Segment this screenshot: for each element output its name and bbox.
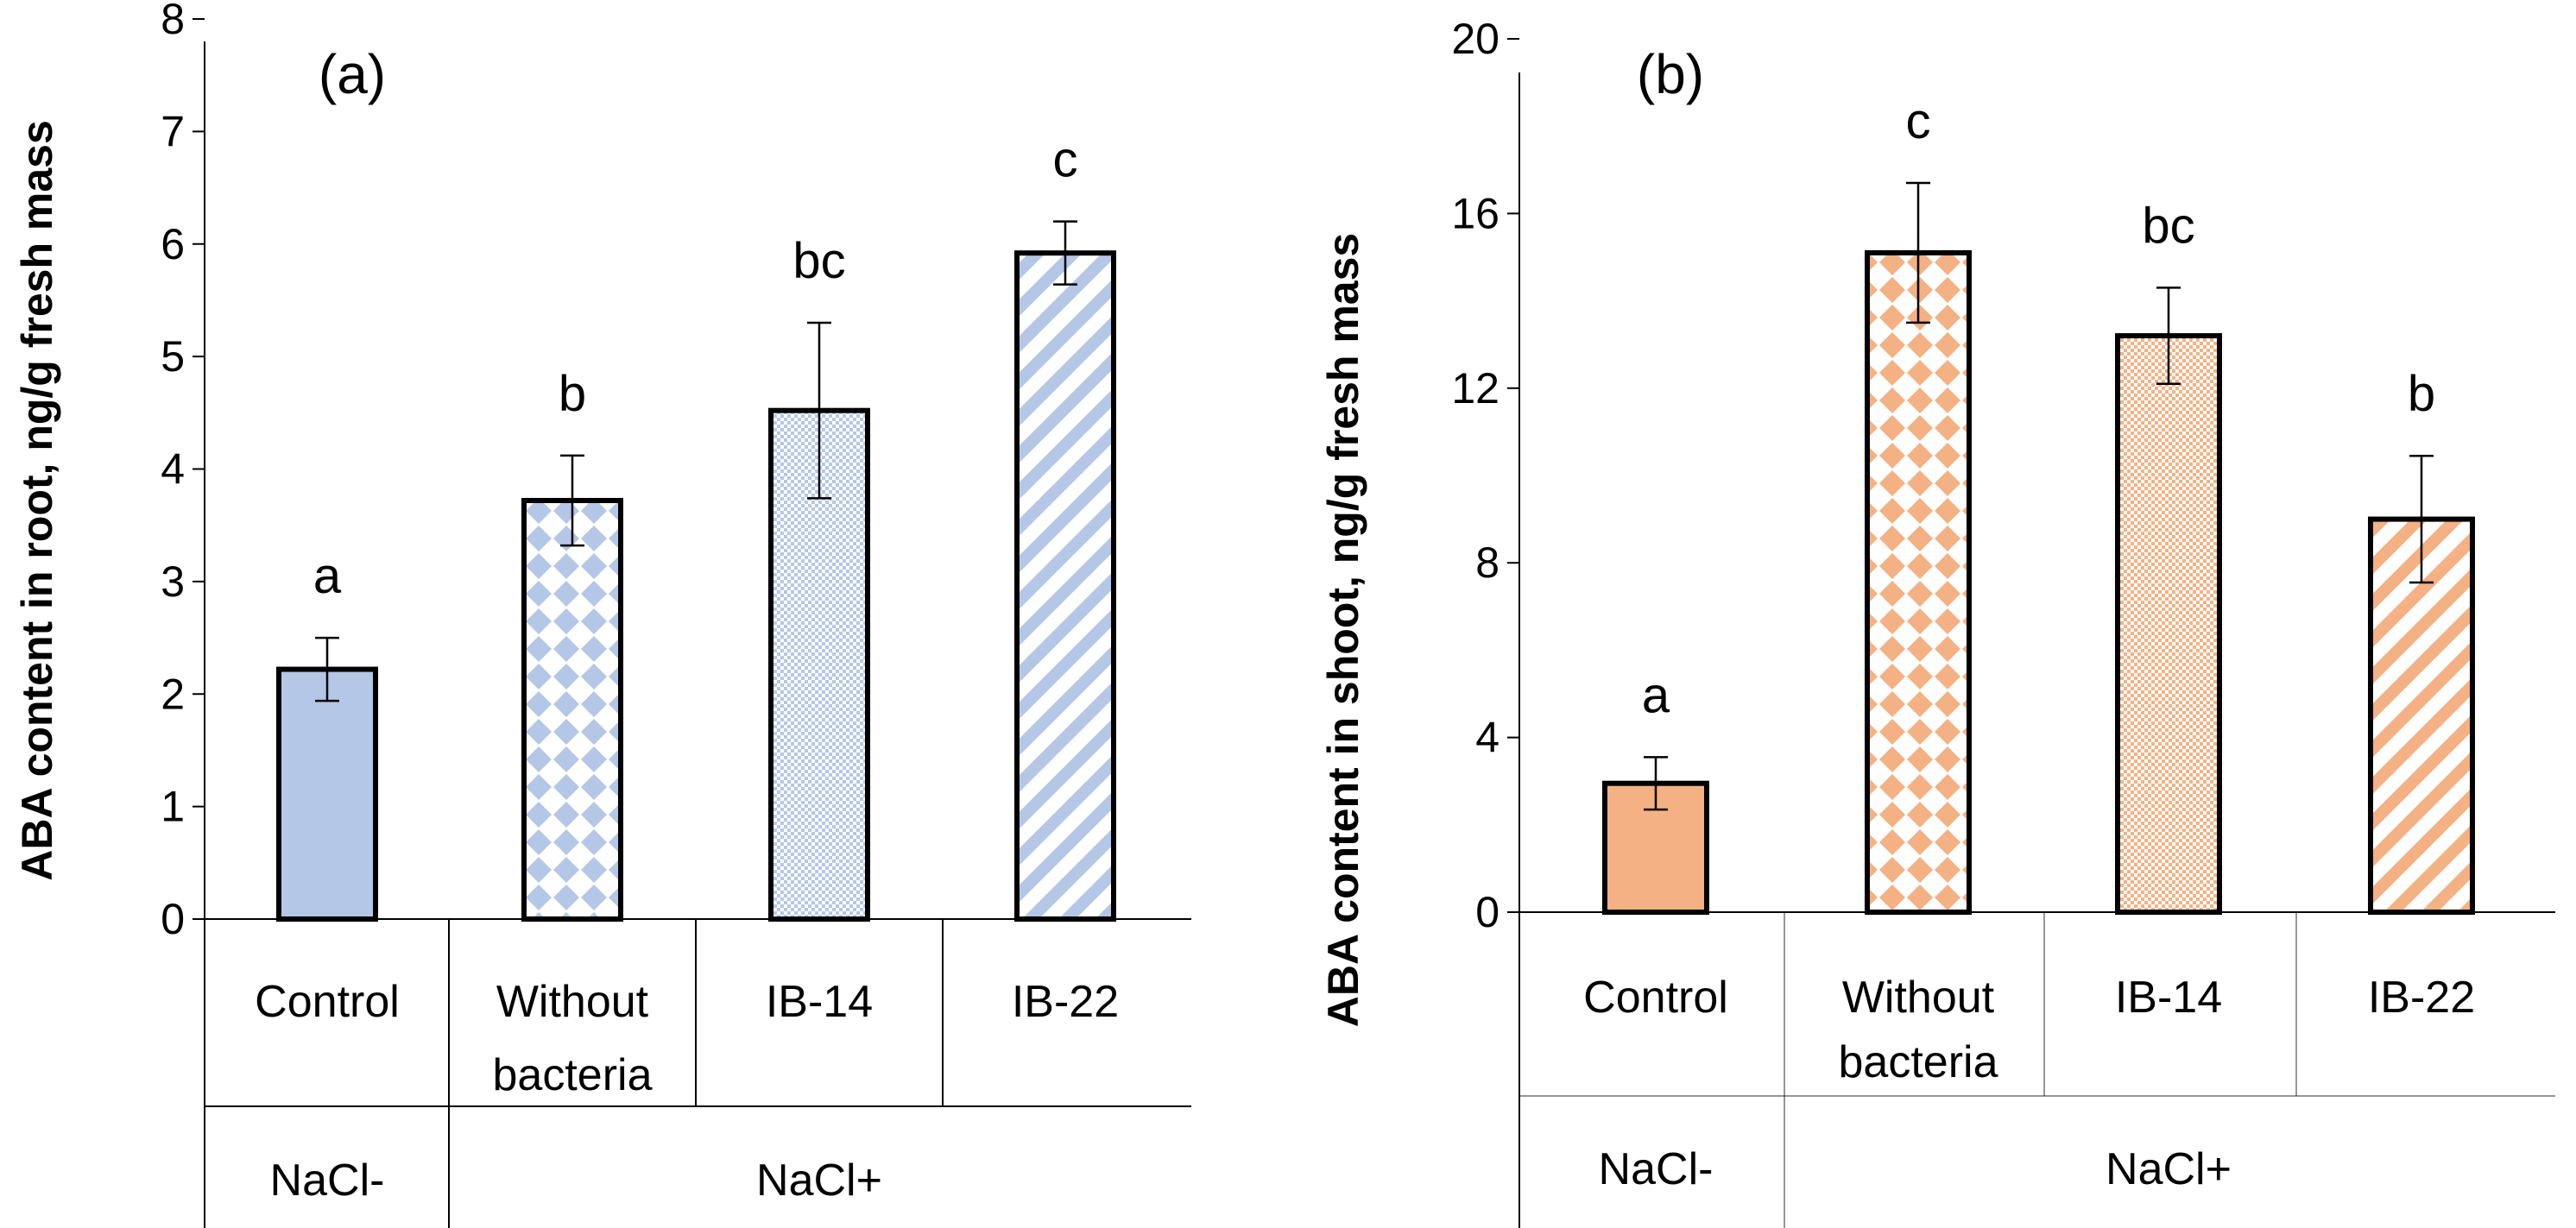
x-axis-b: Control Without bacteria IB-14 IB-22 NaC… bbox=[1518, 911, 2555, 1228]
error-bars-b bbox=[1644, 181, 2434, 811]
y-tick-label-a-7: 7 bbox=[161, 107, 185, 155]
category-label-a-ib-22: IB-22 bbox=[1012, 977, 1119, 1027]
category-label-b-ib-22: IB-22 bbox=[2368, 973, 2475, 1023]
error-bar-b-ib-22 bbox=[2409, 454, 2434, 584]
y-tick-label-a-4: 4 bbox=[161, 445, 185, 494]
x-axis-a: Control Without bacteria IB-14 IB-22 NaC… bbox=[204, 918, 1191, 1228]
panel-b: ABA content in shoot, ng/g fresh mass (b… bbox=[1319, 15, 2555, 1228]
bar-b-ib-22 bbox=[2368, 516, 2475, 915]
y-tick-label-a-5: 5 bbox=[161, 332, 185, 381]
bar-a-without-bacteria bbox=[521, 498, 623, 922]
y-tick-label-b-1: 4 bbox=[1475, 714, 1500, 762]
bar-b-ib-14 bbox=[2115, 333, 2222, 915]
y-tick-label-b-5: 20 bbox=[1451, 15, 1500, 63]
error-bar-b-control bbox=[1644, 756, 1668, 811]
category-label-b-control: Control bbox=[1583, 973, 1728, 1023]
group-label-b-nacl-minus: NaCl- bbox=[1599, 1144, 1714, 1194]
error-bars-a bbox=[315, 220, 1077, 702]
category-label-a-bacteria: bacteria bbox=[493, 1050, 653, 1100]
category-label-a-ib-14: IB-14 bbox=[766, 977, 873, 1027]
error-bar-a-ib-14 bbox=[807, 321, 831, 500]
sig-label-a-ib-22: c bbox=[1053, 132, 1078, 188]
error-bar-b-ib-14 bbox=[2156, 287, 2181, 385]
y-tick-label-a-3: 3 bbox=[161, 557, 185, 606]
y-tick-label-a-1: 1 bbox=[161, 783, 185, 831]
y-tick-label-b-4: 16 bbox=[1451, 189, 1500, 237]
group-label-a-nacl-minus: NaCl- bbox=[270, 1156, 385, 1206]
y-tick-label-a-6: 6 bbox=[161, 220, 185, 268]
y-tick-label-b-2: 8 bbox=[1475, 538, 1500, 587]
error-bar-b-without-bacteria bbox=[1906, 181, 1930, 324]
panel-label-a: (a) bbox=[319, 43, 386, 105]
y-axis-a: 0 1 2 3 4 5 6 7 8 bbox=[161, 0, 205, 943]
y-axis-label-b: ABA content in shoot, ng/g fresh mass bbox=[1319, 233, 1367, 1027]
sig-label-b-ib-22: b bbox=[2408, 366, 2435, 422]
panel-a: ABA content in root, ng/g fresh mass (a)… bbox=[13, 0, 1191, 1228]
bar-a-control bbox=[276, 666, 378, 922]
bars-a bbox=[276, 250, 1116, 922]
sig-label-b-without-bacteria: c bbox=[1906, 93, 1931, 149]
significance-labels-b: a c bc b bbox=[1642, 93, 2435, 723]
bar-a-ib-22 bbox=[1014, 250, 1116, 922]
category-label-a-without: Without bbox=[496, 977, 649, 1027]
y-axis-label-a: ABA content in root, ng/g fresh mass bbox=[13, 120, 61, 881]
error-bar-a-without-bacteria bbox=[560, 454, 584, 547]
category-label-b-without: Without bbox=[1842, 973, 1995, 1023]
y-tick-label-a-0: 0 bbox=[161, 895, 185, 943]
y-tick-label-a-2: 2 bbox=[161, 670, 185, 718]
group-label-a-nacl-plus: NaCl+ bbox=[756, 1156, 882, 1206]
sig-label-b-ib-14: bc bbox=[2142, 198, 2194, 254]
category-label-a-control: Control bbox=[255, 977, 400, 1027]
y-tick-label-b-3: 12 bbox=[1451, 364, 1500, 412]
category-label-b-ib-14: IB-14 bbox=[2115, 973, 2222, 1023]
error-bar-a-ib-22 bbox=[1053, 220, 1077, 286]
bars-b bbox=[1602, 249, 2475, 915]
category-label-b-bacteria: bacteria bbox=[1839, 1037, 1998, 1087]
sig-label-b-control: a bbox=[1642, 667, 1670, 723]
sig-label-a-control: a bbox=[313, 548, 342, 604]
error-bar-a-control bbox=[315, 636, 339, 702]
sig-label-a-ib-14: bc bbox=[792, 233, 845, 289]
y-tick-label-b-0: 0 bbox=[1475, 888, 1500, 936]
y-tick-label-a-8: 8 bbox=[161, 0, 185, 43]
significance-labels-a: a b bc c bbox=[313, 132, 1078, 604]
panel-label-b: (b) bbox=[1637, 43, 1704, 105]
group-label-b-nacl-plus: NaCl+ bbox=[2106, 1144, 2232, 1194]
bar-b-without-bacteria bbox=[1865, 249, 1972, 915]
sig-label-a-without-bacteria: b bbox=[559, 366, 586, 422]
y-axis-b: 0 4 8 12 16 20 bbox=[1451, 15, 1520, 936]
